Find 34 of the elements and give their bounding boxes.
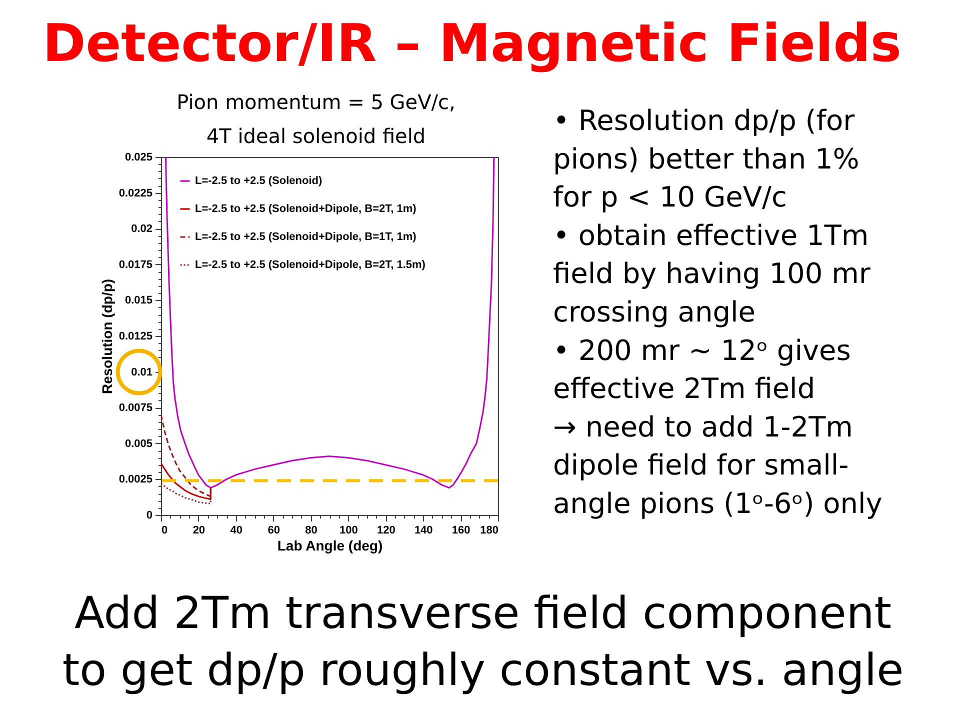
legend-label: L=-2.5 to +2.5 (Solenoid+Dipole, B=2T, 1.5m) [195, 259, 426, 271]
y-tick-label: 0.0125 [118, 330, 152, 342]
x-tick-label: 140 [414, 524, 433, 536]
text: Add 2Tm transverse field component to get dp/p roughly constant vs. angle [62, 588, 904, 696]
x-tick-label: 60 [268, 524, 280, 536]
legend-label: L=-2.5 to +2.5 (Solenoid+Dipole, B=2T, 1m) [195, 203, 417, 215]
x-tick-label: 80 [305, 524, 318, 536]
y-tick-label: 0.015 [124, 294, 152, 307]
y-tick-label: 0 [146, 510, 152, 522]
x-tick-label: 160 [452, 524, 470, 536]
y-tick-label: 0.005 [124, 438, 152, 450]
y-tick-label: 0.01 [131, 366, 152, 378]
text: • 200 mr ~ 12ᵒ gives effective 2Tm field [553, 334, 851, 406]
x-tick-label: 180 [480, 524, 498, 536]
y-tick-label: 0.0175 [118, 258, 152, 271]
x-tick-label: 0 [162, 524, 168, 536]
x-tick-label: 100 [340, 524, 358, 536]
legend-label: L=-2.5 to +2.5 (Solenoid+Dipole, B=1T, 1m) [195, 231, 417, 243]
y-tick-label: 0.025 [124, 152, 152, 164]
y-tick-label: 0.02 [131, 223, 152, 236]
y-axis-title: Resolution (dp/p) [98, 278, 115, 394]
x-tick-label: 20 [192, 524, 206, 536]
legend-label: L=-2.5 to +2.5 (Solenoid) [195, 175, 322, 187]
text: • Resolution dp/p (for pions) better than 1% for p < 10 GeV/c [553, 104, 860, 214]
y-tick-label: 0.0075 [118, 402, 152, 414]
text: • obtain effective 1Tm field by having 100 mr crossing angle [553, 218, 871, 328]
x-axis-title: Lab Angle (deg) [277, 538, 383, 554]
x-tick-label: 120 [376, 524, 396, 536]
chart-title: Detector/IR – Magnetic Fields [42, 14, 902, 74]
y-tick-label: 0.0225 [118, 187, 152, 200]
x-tick-label: 40 [230, 524, 243, 536]
chart-subtitle: Pion momentum = 5 GeV/c, 4T ideal solenoid field [176, 90, 456, 148]
y-tick-label: 0.0025 [118, 474, 152, 486]
text: → need to add 1-2Tm dipole field for small- angle pions (1ᵒ-6ᵒ) only [553, 410, 882, 520]
